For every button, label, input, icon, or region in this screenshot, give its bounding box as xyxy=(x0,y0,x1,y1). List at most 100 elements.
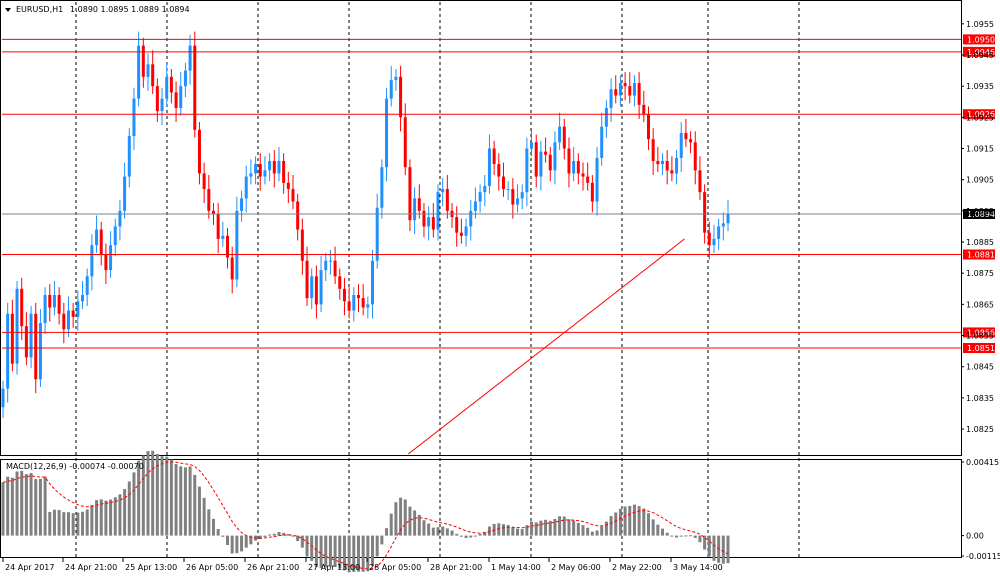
candle-body xyxy=(165,76,169,99)
candle-body xyxy=(595,157,599,202)
macd-histogram-bar xyxy=(95,500,99,536)
candle-body xyxy=(618,83,622,96)
candle-body xyxy=(305,260,309,299)
candle-body xyxy=(656,160,660,165)
macd-histogram-bar xyxy=(221,535,225,537)
macd-histogram-bar xyxy=(506,524,510,536)
candle-body xyxy=(155,86,159,112)
macd-histogram-bar xyxy=(450,530,454,536)
macd-histogram-bar xyxy=(235,535,239,554)
candle-body xyxy=(282,160,286,183)
macd-histogram-bar xyxy=(689,535,693,537)
candle-body xyxy=(338,276,342,289)
price-levels[interactable]: 1.0950 1.0946 1.0926 1.0881 1.0856 1.0851 1.08… xyxy=(2,34,995,354)
macd-histogram-bar xyxy=(352,535,356,572)
candle-body xyxy=(679,132,683,158)
macd-histogram-bar xyxy=(464,535,468,539)
candle-body xyxy=(118,210,122,227)
macd-histogram-bar xyxy=(572,520,576,536)
candle-body xyxy=(20,288,24,327)
macd-histogram-bar xyxy=(408,506,412,536)
time-label: 2 May 06:00 xyxy=(551,563,601,572)
candle-body xyxy=(146,64,150,77)
candle-body xyxy=(576,160,580,174)
candle-body xyxy=(628,86,632,96)
macd-histogram-bar xyxy=(553,519,557,536)
price-tick-label: 1.0885 xyxy=(966,238,994,247)
candle-body xyxy=(193,45,197,130)
time-label: 1 May 14:00 xyxy=(491,563,541,572)
candle-body xyxy=(408,167,412,221)
macd-histogram-bar xyxy=(618,508,622,536)
macd-histogram-bar xyxy=(263,535,267,537)
macd-histogram-bar xyxy=(581,525,585,536)
macd-histogram-bar xyxy=(99,499,103,536)
candle-body xyxy=(221,235,225,239)
macd-histogram-bar xyxy=(282,532,286,536)
candle-body xyxy=(389,79,393,99)
candle-body xyxy=(558,126,562,143)
macd-histogram-bar xyxy=(90,504,94,536)
macd-histogram-bar xyxy=(57,510,61,536)
candle-body xyxy=(202,173,206,190)
price-level-badge xyxy=(963,46,995,57)
candle-body xyxy=(534,142,538,177)
candle-body xyxy=(356,295,360,299)
candle-body xyxy=(230,257,234,280)
macd-histogram-bar xyxy=(43,476,47,536)
candle-body xyxy=(399,76,403,118)
triangle-down-icon[interactable] xyxy=(5,8,11,12)
candle-body xyxy=(85,276,89,296)
price-panel-frame xyxy=(0,0,962,456)
macd-histogram-bar xyxy=(183,467,187,536)
time-label: 2 May 22:00 xyxy=(612,563,662,572)
candle-body xyxy=(109,245,113,271)
price-level-badge xyxy=(963,249,995,260)
candle-body xyxy=(417,198,421,211)
macd-histogram-bar xyxy=(707,535,711,557)
macd-histogram-bar xyxy=(726,535,730,564)
candle-body xyxy=(675,157,679,174)
candle-body xyxy=(71,310,75,317)
candle-body xyxy=(272,160,276,174)
candle-body xyxy=(455,217,459,233)
macd-histogram-bar xyxy=(375,535,379,557)
price-tick-label: 1.0875 xyxy=(966,269,994,278)
candle-body xyxy=(328,260,332,262)
macd-histogram-bar xyxy=(310,535,314,561)
candle-body xyxy=(6,313,10,389)
candle-body xyxy=(43,295,47,324)
trendline-segment[interactable] xyxy=(407,238,685,455)
macd-histogram-bar xyxy=(356,535,360,572)
macd-histogram-bar xyxy=(193,474,197,536)
candle-body xyxy=(385,98,389,168)
macd-tick-label: 0.00415 xyxy=(966,458,999,467)
macd-tick-label: -0.00115 xyxy=(966,552,1000,561)
candle-body xyxy=(590,182,594,202)
macd-histogram-bar xyxy=(207,509,211,536)
candle-body xyxy=(375,207,379,261)
macd-histogram-bar xyxy=(151,450,155,536)
candle-body xyxy=(211,210,215,214)
macd-histogram-bar xyxy=(576,522,580,536)
macd-histogram-bar xyxy=(670,535,674,537)
macd-histogram-bar xyxy=(628,505,632,536)
macd-histogram-bar xyxy=(586,527,590,536)
candle-body xyxy=(581,173,585,177)
macd-histogram-bar xyxy=(693,535,697,538)
macd-histogram-bar xyxy=(52,509,56,536)
macd-histogram-bar xyxy=(15,471,19,536)
macd-histogram-bar xyxy=(656,524,660,536)
macd-histogram-bar xyxy=(6,476,10,536)
trendline[interactable] xyxy=(407,238,685,455)
candle-body xyxy=(441,189,445,193)
candle-body xyxy=(445,189,449,211)
macd-histogram-bar xyxy=(81,511,85,536)
candle-body xyxy=(352,295,356,311)
macd-histogram-bar xyxy=(684,535,688,537)
candle-body xyxy=(614,89,618,96)
price-tick-label: 1.0925 xyxy=(966,113,994,122)
candle-body xyxy=(721,223,725,227)
macd-histogram-bar xyxy=(258,535,262,539)
